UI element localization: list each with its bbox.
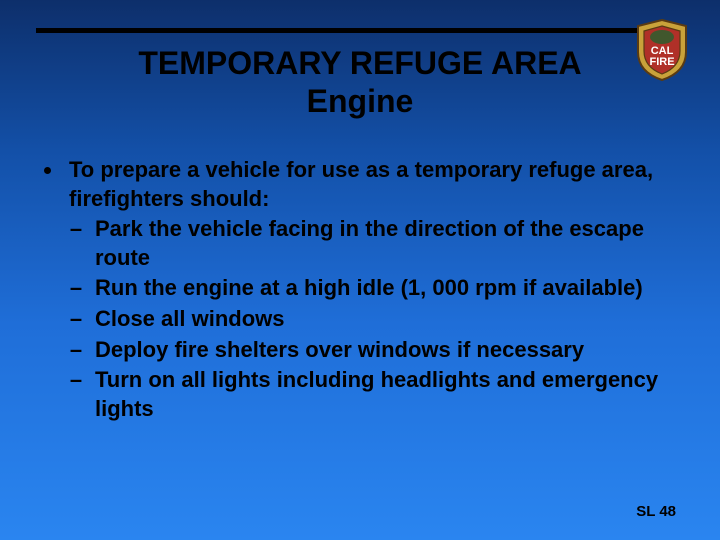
dash-marker: – xyxy=(69,274,83,303)
dash-marker: – xyxy=(69,215,83,244)
sub-bullet-text: Turn on all lights including headlights … xyxy=(95,366,676,423)
sub-bullet-text: Close all windows xyxy=(95,305,676,334)
slide-title: TEMPORARY REFUGE AREA Engine xyxy=(0,44,720,121)
slide-body: To prepare a vehicle for use as a tempor… xyxy=(44,156,676,427)
sub-bullet-item: – Turn on all lights including headlight… xyxy=(69,366,676,423)
bullet-lead-text: To prepare a vehicle for use as a tempor… xyxy=(69,157,653,211)
header-rule xyxy=(36,28,684,33)
sub-bullet-item: – Run the engine at a high idle (1, 000 … xyxy=(69,274,676,303)
bullet-item: To prepare a vehicle for use as a tempor… xyxy=(44,156,676,425)
sub-bullet-text: Park the vehicle facing in the direction… xyxy=(95,215,676,272)
sub-bullet-list: – Park the vehicle facing in the directi… xyxy=(69,215,676,423)
sub-bullet-item: – Deploy fire shelters over windows if n… xyxy=(69,336,676,365)
slide-number: SL 48 xyxy=(636,503,676,520)
title-line-1: TEMPORARY REFUGE AREA xyxy=(0,44,720,82)
title-line-2: Engine xyxy=(0,82,720,120)
dash-marker: – xyxy=(69,366,83,395)
sub-bullet-text: Run the engine at a high idle (1, 000 rp… xyxy=(95,274,676,303)
dash-marker: – xyxy=(69,305,83,334)
dash-marker: – xyxy=(69,336,83,365)
sub-bullet-text: Deploy fire shelters over windows if nec… xyxy=(95,336,676,365)
bullet-marker xyxy=(44,167,51,174)
sub-bullet-item: – Close all windows xyxy=(69,305,676,334)
sub-bullet-item: – Park the vehicle facing in the directi… xyxy=(69,215,676,272)
